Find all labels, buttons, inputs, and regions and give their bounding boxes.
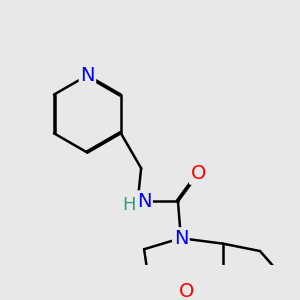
Text: N: N — [80, 66, 95, 85]
Text: O: O — [190, 164, 206, 183]
Text: H: H — [123, 196, 136, 214]
Text: O: O — [179, 282, 194, 300]
Text: N: N — [137, 192, 151, 211]
Text: N: N — [174, 229, 188, 248]
